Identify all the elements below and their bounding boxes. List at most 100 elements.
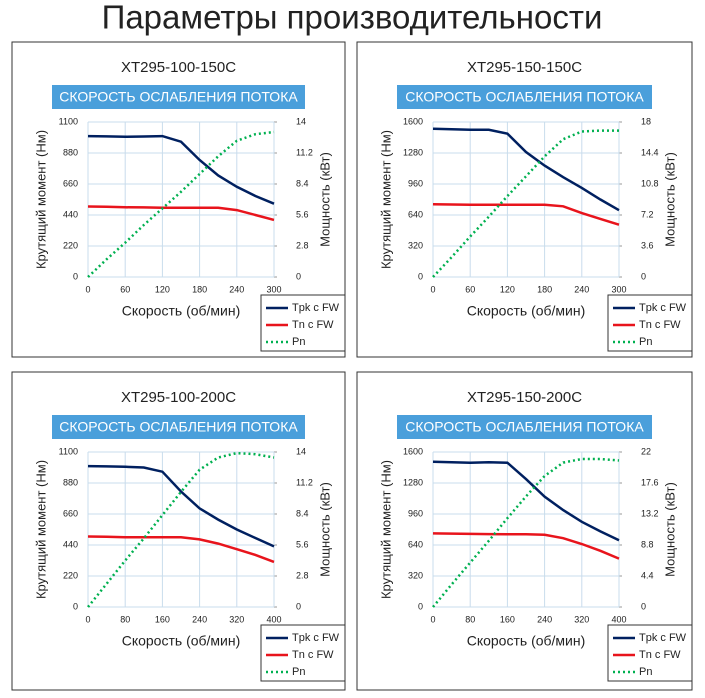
y-axis-label: Крутящий момент (Нм) [378,130,393,269]
series-line [87,134,275,205]
y2-tick-label: 2.8 [296,240,309,250]
y-tick-label: 960 [408,178,423,188]
x-tick-label: 160 [155,614,170,624]
x-axis-label: Скорость (об/мин) [467,303,586,319]
x-tick-label: 400 [266,614,281,624]
y-tick-label: 1600 [403,116,423,126]
y-tick-label: 1100 [59,446,78,456]
y-tick-label: 960 [408,508,423,518]
y2-tick-label: 0 [296,271,301,281]
series-line [87,130,275,278]
y-tick-label: 440 [63,209,78,219]
chart-subtitle: СКОРОСТЬ ОСЛАБЛЕНИЯ ПОТОКА [405,89,644,105]
panel-border [356,41,693,358]
y-tick-label: 0 [418,601,423,611]
y2-tick-label: 0 [641,601,646,611]
series-line [432,129,619,278]
x-axis-label: Скорость (об/мин) [122,303,241,319]
y2-tick-label: 14 [296,446,306,456]
legend-box [607,294,693,352]
x-axis-label: Скорость (об/мин) [122,633,241,649]
y2-axis-label: Мощность (кВт) [662,152,677,247]
y-tick-label: 660 [63,508,78,518]
y2-tick-label: 17.6 [641,477,659,487]
y-tick-label: 440 [63,539,78,549]
y2-tick-label: 3.6 [641,240,654,250]
y-tick-label: 640 [408,209,423,219]
x-tick-label: 0 [85,614,90,624]
subtitle-banner [397,415,652,439]
legend-label: Tn с FW [292,319,334,331]
y2-axis-label: Мощность (кВт) [317,152,332,247]
x-tick-label: 0 [430,284,435,294]
x-tick-label: 0 [430,614,435,624]
y-tick-label: 1280 [403,147,423,157]
chart-title: XT295-150-150C [467,59,582,76]
chart-panel: XT295-150-200C СКОРОСТЬ ОСЛАБЛЕНИЯ ПОТОКА… [356,371,693,691]
x-tick-label: 60 [465,284,475,294]
legend-label: Tn с FW [639,649,681,661]
chart-subtitle: СКОРОСТЬ ОСЛАБЛЕНИЯ ПОТОКА [405,419,644,435]
legend-box [260,624,346,682]
x-tick-label: 300 [266,284,281,294]
x-tick-label: 240 [574,284,589,294]
y2-tick-label: 0 [296,601,301,611]
x-tick-label: 400 [611,614,626,624]
y2-tick-label: 0 [641,271,646,281]
y-tick-label: 320 [408,570,423,580]
y-tick-label: 0 [418,271,423,281]
y2-tick-label: 10.8 [641,178,659,188]
x-tick-label: 320 [574,614,589,624]
series-line [432,532,620,560]
x-tick-label: 120 [155,284,170,294]
y-tick-label: 320 [408,240,423,250]
y2-tick-label: 14.4 [641,147,659,157]
y-tick-label: 1600 [403,446,423,456]
x-axis-label: Скорость (об/мин) [467,633,586,649]
legend-box [260,294,346,352]
x-tick-label: 320 [229,614,244,624]
y-axis-label: Крутящий момент (Нм) [33,460,48,599]
series-line [87,464,275,548]
legend-label: Pn [292,666,305,678]
legend-label: Tpk с FW [292,302,340,314]
legend-label: Pn [639,336,652,348]
x-tick-label: 160 [500,614,515,624]
chart-subtitle: СКОРОСТЬ ОСЛАБЛЕНИЯ ПОТОКА [59,419,298,435]
series-line [432,457,620,608]
y2-tick-label: 7.2 [641,209,654,219]
x-tick-label: 80 [120,614,130,624]
y-tick-label: 220 [63,240,78,250]
y2-axis-label: Мощность (кВт) [662,482,677,577]
y2-tick-label: 13.2 [641,508,659,518]
chart-subtitle: СКОРОСТЬ ОСЛАБЛЕНИЯ ПОТОКА [59,89,298,105]
subtitle-banner [52,85,305,109]
x-tick-label: 60 [120,284,130,294]
legend-label: Tn с FW [639,319,681,331]
series-line [87,535,275,564]
y-tick-label: 0 [73,271,78,281]
y2-axis-label: Мощность (кВт) [317,482,332,577]
legend-label: Tpk с FW [639,302,687,314]
x-tick-label: 180 [537,284,552,294]
y-tick-label: 1280 [403,477,423,487]
y-axis-label: Крутящий момент (Нм) [378,460,393,599]
legend-label: Pn [639,666,652,678]
legend-label: Tpk с FW [292,632,340,644]
y-tick-label: 0 [73,601,78,611]
y2-tick-label: 8.4 [296,508,309,518]
y2-tick-label: 5.6 [296,539,309,549]
x-tick-label: 300 [611,284,626,294]
panel-border [11,41,346,358]
x-tick-label: 240 [229,284,244,294]
y2-tick-label: 14 [296,116,306,126]
panel-border [11,371,346,691]
panel-border [356,371,693,691]
chart-title: XT295-150-200C [467,389,582,406]
x-tick-label: 240 [537,614,552,624]
y-tick-label: 880 [63,147,78,157]
subtitle-banner [52,415,305,439]
legend-label: Tpk с FW [639,632,687,644]
y-tick-label: 660 [63,178,78,188]
